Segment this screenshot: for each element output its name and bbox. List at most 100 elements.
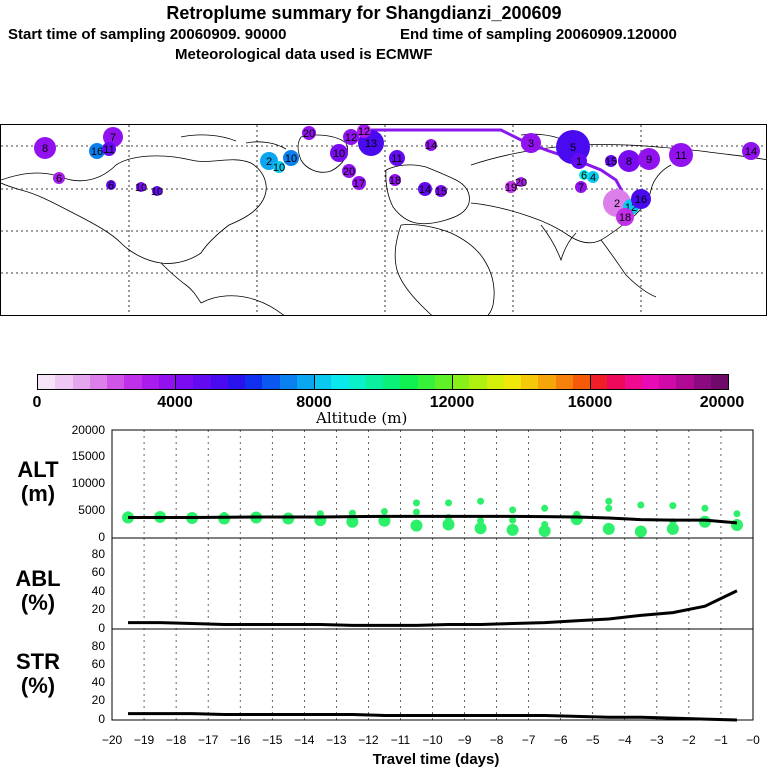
alt-scatter-point [666,522,679,535]
cluster-marker: 12 [357,125,371,138]
colorbar-swatch [486,375,504,389]
cluster-marker: 16 [89,143,105,159]
cluster-marker: 8 [34,137,56,159]
cluster-label: 10 [285,153,297,165]
cluster-marker: 18 [616,208,634,226]
cluster-marker: 16 [631,189,651,209]
cluster-label: 13 [365,138,377,150]
x-tick: −3 [650,733,664,747]
x-tick: −17 [198,733,219,747]
cluster-label: 9 [646,154,652,166]
cluster-marker: 6 [579,170,589,182]
colorbar-swatch [434,375,452,389]
colorbar-swatch [227,375,245,389]
cluster-marker: 7 [575,181,587,194]
alt-scatter-point [701,504,709,512]
colorbar-swatch [710,375,728,389]
colorbar-swatch [55,375,73,389]
cluster-marker: 11 [102,142,116,156]
abl-panel-label: ABL [15,566,60,591]
colorbar-swatch [469,375,487,389]
cluster-marker: 20 [342,164,356,178]
colorbar-swatch [521,375,539,389]
colorbar-swatch [141,375,159,389]
cluster-label: 20 [515,177,527,189]
alt-scatter-point [346,515,359,528]
alt-scatter-point [637,501,645,509]
alt-scatter-point [605,497,613,505]
colorbar-swatch [417,375,435,389]
x-tick: −0 [746,733,760,747]
cluster-marker: 1 [571,153,587,169]
colorbar-swatch [296,375,314,389]
x-axis-label: Travel time (days) [373,751,500,768]
alt-yticks: 20000 15000 10000 5000 0 [72,423,106,544]
cluster-label: 17 [353,178,365,190]
colorbar-swatch [210,375,228,389]
cluster-marker: 6 [53,172,65,185]
cluster-label: 8 [626,156,632,168]
cluster-marker: 10 [330,144,348,162]
met-data-label: Meteorological data used is ECMWF [175,46,433,63]
cluster-label: 6 [581,170,587,182]
cluster-label: 12 [358,126,370,138]
colorbar-tick: 8000 [296,394,332,411]
alt-scatter-point [509,506,517,514]
cluster-marker: 10 [273,161,285,174]
alt-scatter-point [442,518,455,531]
colorbar-tick: 12000 [429,394,475,411]
cluster-marker: 11 [669,143,693,167]
alt-scatter-point [445,499,453,507]
x-tick: −1 [714,733,728,747]
cluster-label: 15 [605,156,617,168]
x-tick: −11 [391,733,411,747]
cluster-label: 19 [505,182,517,194]
cluster-label: 10 [151,186,163,198]
cluster-marker: 6 [106,180,116,192]
alt-scatter-point [380,508,388,516]
map-clusters: 8 7 16 11 6 6 10 10 2 10 10 20 10 12 13 … [34,125,760,226]
colorbar-divider [590,374,591,390]
cluster-marker: 20 [515,177,527,189]
cluster-label: 18 [619,212,631,224]
colorbar-swatch [348,375,366,389]
cluster-label: 1 [576,156,582,168]
x-tick: −15 [262,733,283,747]
cluster-marker: 14 [418,182,432,196]
abl-ytick: 0 [98,621,105,635]
x-tick: −19 [134,733,155,747]
str-series-line [128,712,738,722]
cluster-marker: 10 [151,186,163,198]
colorbar-swatch [555,375,573,389]
colorbar-swatch [38,375,56,389]
cluster-label: 4 [590,172,596,184]
cluster-label: 11 [675,150,686,162]
cluster-marker: 3 [521,133,541,153]
alt-scatter-point [506,523,519,536]
alt-scatter-point [602,522,615,535]
cluster-label: 11 [391,153,402,165]
colorbar-divider [175,374,176,390]
colorbar-swatch [641,375,659,389]
colorbar-swatch [262,375,280,389]
altitude-colorbar [37,374,729,390]
x-tick: −14 [294,733,315,747]
south-america-coast [200,295,285,315]
europe-coast [385,164,470,225]
colorbar-swatch [193,375,211,389]
cluster-marker: 7 [103,127,123,147]
cluster-marker: 10 [135,182,147,194]
x-tick: −9 [458,733,472,747]
cluster-marker: 15 [435,185,447,198]
x-tick: −18 [166,733,187,747]
x-tick: −7 [522,733,536,747]
colorbar-swatch [676,375,694,389]
colorbar-swatch [572,375,590,389]
cluster-label: 14 [419,184,431,196]
central-america-coast [160,262,202,304]
x-tick: −16 [230,733,251,747]
colorbar-swatch [314,375,332,389]
africa-coast [394,224,495,315]
cluster-label: 20 [343,166,355,178]
colorbar-swatch [107,375,125,389]
